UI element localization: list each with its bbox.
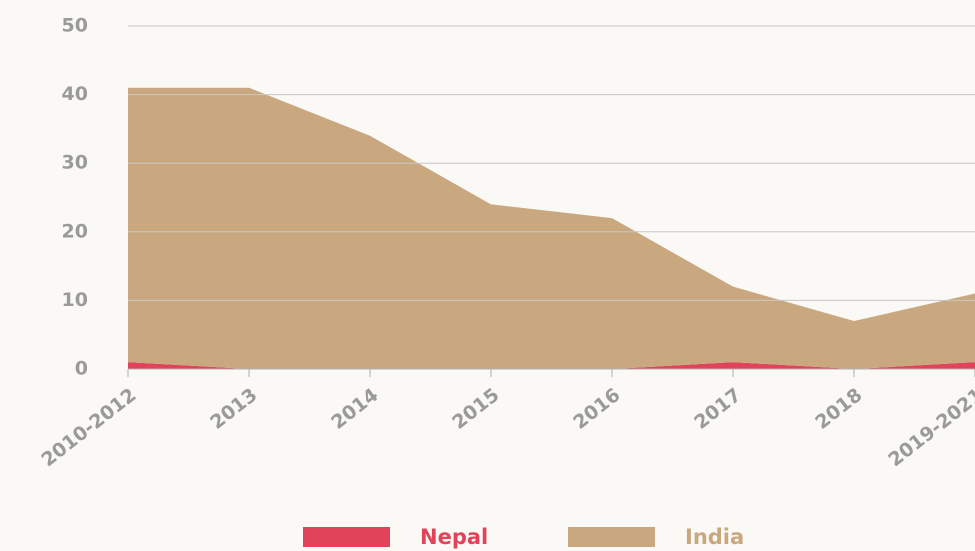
legend-label: Nepal bbox=[420, 525, 488, 549]
x-tick-label: 2016 bbox=[569, 384, 624, 434]
y-tick-label: 50 bbox=[62, 15, 88, 37]
legend-label: India bbox=[685, 525, 744, 549]
legend-swatch bbox=[568, 527, 655, 547]
x-tick-label: 2013 bbox=[206, 384, 261, 434]
area bbox=[128, 87, 975, 370]
x-tick-label: 2015 bbox=[448, 384, 503, 434]
x-tick-label: 2014 bbox=[327, 384, 382, 434]
x-tick-label: 2019-2021 bbox=[884, 384, 975, 471]
legend-swatch bbox=[303, 527, 390, 547]
y-tick-label: 30 bbox=[62, 152, 88, 174]
y-tick-label: 20 bbox=[62, 220, 88, 242]
y-tick-label: 10 bbox=[62, 289, 88, 311]
x-tick-label: 2018 bbox=[811, 384, 866, 434]
x-tick-label: 2017 bbox=[690, 384, 745, 434]
y-tick-label: 40 bbox=[62, 83, 88, 105]
x-tick-label: 2010-2012 bbox=[37, 384, 140, 471]
y-tick-label: 0 bbox=[75, 358, 88, 380]
